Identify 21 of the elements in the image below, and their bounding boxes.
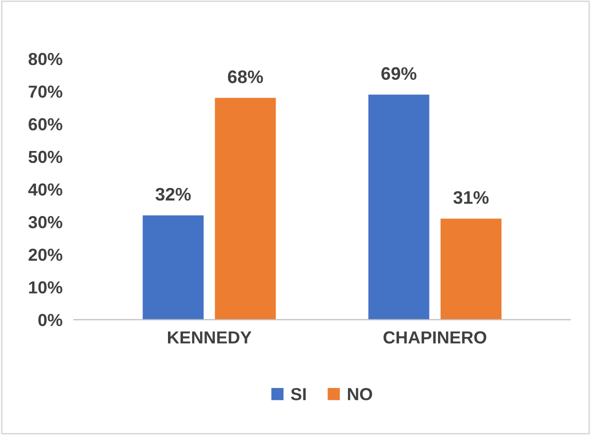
y-tick-label: 10% (29, 281, 62, 294)
data-label: 68% (228, 70, 263, 84)
data-label: 31% (453, 191, 489, 204)
y-tick-label: 60% (28, 118, 62, 130)
x-tick-label: KENNEDY (168, 331, 252, 344)
data-label: 32% (156, 188, 191, 201)
bar (142, 215, 204, 320)
data-label: 69% (381, 67, 416, 80)
y-tick-label: 0% (38, 314, 62, 326)
y-tick-label: 50% (28, 150, 62, 164)
y-tick-label: 70% (28, 86, 62, 98)
bar (440, 218, 502, 320)
y-tick-label: 80% (28, 52, 62, 66)
y-tick-label: 30% (28, 216, 62, 228)
legend-label: NO (348, 388, 372, 400)
y-tick-label: 40% (28, 183, 62, 196)
bar (214, 98, 276, 320)
bar (368, 94, 430, 320)
x-tick-label: CHAPINERO (384, 331, 486, 344)
legend-label: SI (290, 388, 306, 400)
y-tick-label: 20% (28, 248, 62, 261)
